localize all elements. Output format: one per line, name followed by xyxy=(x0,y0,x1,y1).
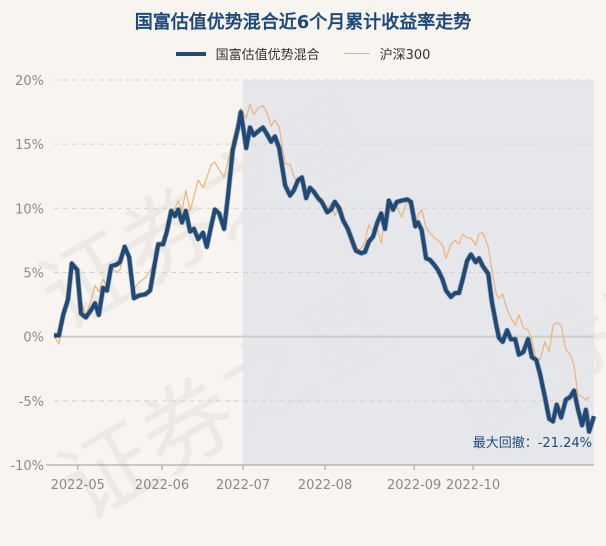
x-tick-label: 2022-09 xyxy=(387,478,441,493)
fund-line xyxy=(54,110,596,434)
legend-label-index: 沪深300 xyxy=(379,48,431,63)
legend-item-index[interactable]: 沪深300 xyxy=(343,44,431,63)
max-drawdown-value: -21.24% xyxy=(537,436,592,451)
y-tick-label: 15% xyxy=(15,138,44,153)
y-tick-label: -10% xyxy=(10,459,44,474)
legend: 国富估值优势混合 沪深300 xyxy=(0,44,606,63)
line-chart: 20% 15% 10% 5% 0% -5% -10% 2022-05 2022-06 2022-0… xyxy=(10,74,597,493)
y-tick-label: -5% xyxy=(19,395,44,410)
y-tick-label: 5% xyxy=(23,267,44,282)
x-tick-label: 2022-05 xyxy=(51,478,105,493)
max-drawdown-annotation: 最大回撤：-21.24% xyxy=(473,432,592,451)
y-tick-label: 10% xyxy=(15,202,44,217)
index-line xyxy=(53,103,590,401)
fund-line-swatch-icon xyxy=(175,51,206,56)
index-line-swatch-icon xyxy=(343,53,370,54)
y-tick-label: 20% xyxy=(15,74,44,89)
legend-item-fund[interactable]: 国富估值优势混合 xyxy=(175,44,320,63)
y-tick-label: 0% xyxy=(23,331,44,346)
legend-label-fund: 国富估值优势混合 xyxy=(215,48,320,63)
x-tick-label: 2022-08 xyxy=(298,478,352,493)
chart-title: 国富估值优势混合近6个月累计收益率走势 xyxy=(134,12,472,33)
x-tick-label: 2022-10 xyxy=(446,478,500,493)
max-drawdown-label: 最大回撤： xyxy=(472,436,538,451)
x-tick-label: 2022-07 xyxy=(216,478,270,493)
x-tick-label: 2022-06 xyxy=(135,478,189,493)
